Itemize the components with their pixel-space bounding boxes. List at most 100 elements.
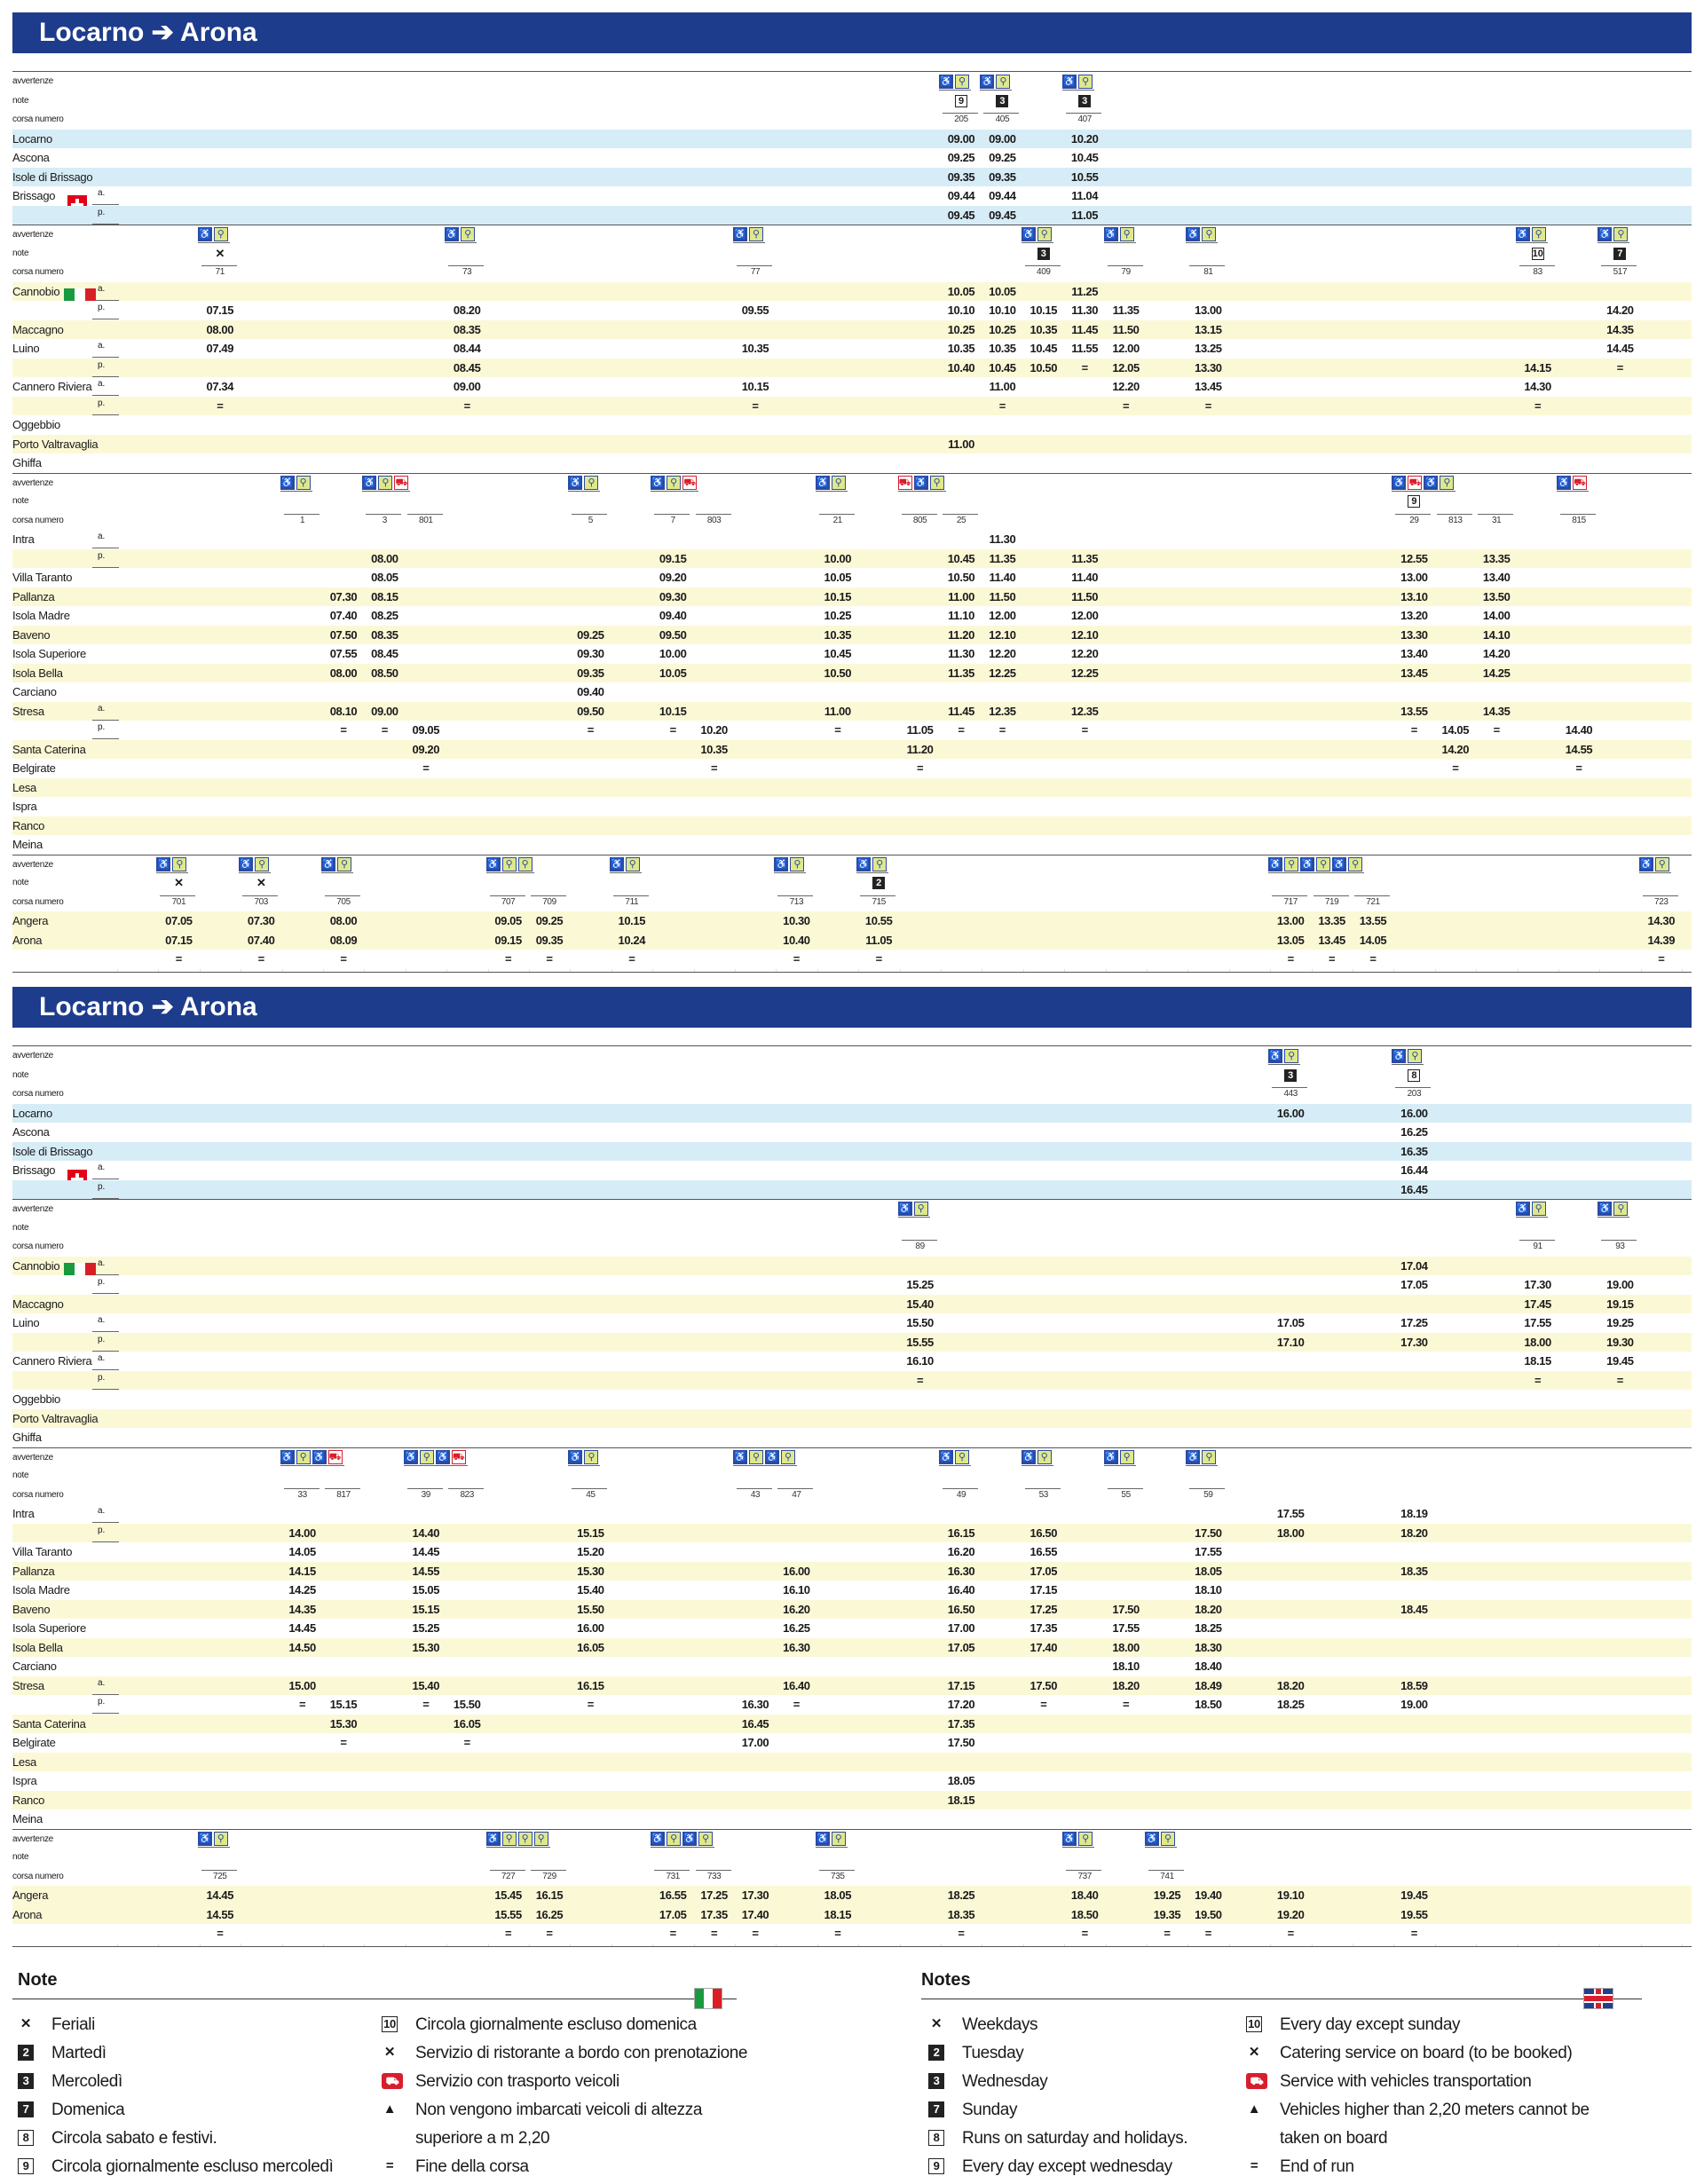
bicycle-icon: ⚲ [501,1831,517,1846]
end-of-run-marker: = [1164,1927,1171,1940]
run-number: 81 [1203,267,1213,277]
marker-rule [92,1350,119,1352]
run-rule [366,513,402,515]
run-number: 713 [789,896,804,907]
service-icons: ♿ ⚲ [197,227,228,241]
bicycle-icon: ⚲ [831,475,846,490]
departure-time: 16.10 [783,1583,810,1597]
departure-time: 18.49 [1195,1678,1222,1692]
bicycle-icon: ⚲ [517,856,532,871]
end-of-run-marker: = [834,1927,841,1940]
triangle-icon: ▲ [383,2101,397,2117]
departure-time: 15.25 [906,1278,934,1291]
stop-name: Ispra [12,1774,37,1787]
run-number: 405 [995,114,1010,124]
arrival-marker: a. [98,1315,106,1325]
row-header-label: note [12,1069,29,1080]
timetable-row: Pallanza [12,587,1692,606]
accessibility-icon: ♿ [774,856,789,871]
icon-rule [362,490,411,492]
departure-time: 17.55 [1524,1316,1551,1329]
accessibility-icon: ♿ [609,856,624,871]
end-of-run-icon: = [385,2158,394,2173]
run-rule [777,895,814,896]
stop-name: Meina [12,1812,43,1825]
icon-rule [1062,90,1095,91]
run-number: 79 [1121,267,1131,277]
end-of-run-marker: = [1534,1373,1542,1387]
departure-time: 13.35 [1318,914,1345,927]
timetable-row: avvertenze [12,1199,1692,1219]
timetable-panel-morning: Locarno ➔ Arona avvertenze note corsa nume… [12,12,1692,973]
icon-rule [1392,1064,1424,1065]
departure-time: 18.00 [1276,1526,1305,1540]
end-of-run-marker: = [1369,952,1377,966]
departure-time: 15.15 [329,1698,358,1711]
timetable-row: p. [12,205,1692,225]
stop-name: Pallanza [12,589,55,603]
accessibility-icon: ♿ [1186,227,1201,241]
service-icons: ♿ ⚲ [1515,1202,1546,1216]
stop-name: Cannero Riviera [12,1354,92,1368]
bicycle-icon: ⚲ [337,856,351,871]
service-icons: ♿ ⚲ [445,227,476,241]
accessibility-icon: ♿ [733,1449,747,1464]
departure-time: 15.40 [412,1678,440,1692]
timetable-row: note [12,243,1692,263]
marker-rule [92,719,119,721]
timetable-row: Ranco [12,1790,1692,1809]
icon-rule [197,242,230,243]
departure-time: 12.10 [989,627,1016,642]
end-of-run-marker: = [504,952,512,966]
timetable-row: avvertenze [12,1447,1692,1467]
service-icons: ♿ ⚲ [774,856,805,871]
timetable-row: corsa numero [12,1485,1692,1504]
departure-time: 12.10 [1070,627,1099,642]
stop-name: Baveno [12,1602,51,1616]
departure-time: 18.30 [1195,1640,1222,1654]
departure-time: 15.50 [453,1698,481,1711]
icon-rule [1103,242,1136,243]
service-icons: ♿ ⚲ [897,1202,928,1216]
departure-time: 09.50 [577,704,604,718]
departure-time: 14.35 [1606,322,1634,336]
departure-time: ✕ [215,246,225,260]
departure-time: 11.30 [948,647,974,660]
end-of-run-marker: = [998,723,1006,737]
vehicle-transport-icon: ⛟ [1573,475,1587,490]
bicycle-icon: ⚲ [1037,1449,1052,1464]
run-number: 1 [300,515,305,525]
end-of-run-marker: = [834,723,841,737]
bicycle-icon: ⚲ [172,856,187,871]
timetable-row: note [12,91,1692,110]
timetable-row: Oggebbio [12,1390,1692,1409]
service-icons: ♿ ⚲ [1392,1049,1423,1063]
stop-name: Stresa [12,1678,44,1692]
service-icons: ♿ ⚲ [1145,1831,1175,1846]
departure-time: 19.00 [1606,1278,1634,1291]
timetable-row: corsa numero [12,510,1692,530]
service-icons: ♿ ⚲ [733,227,763,241]
row-header-label: corsa numero [12,1242,64,1251]
service-icons: ♿ ⚲ ♿ ⚲ [651,1831,714,1846]
departure-time: 11.20 [906,742,934,756]
timetable-grid: avvertenze note corsa numero Locarno Ascona I… [12,1045,1692,1947]
end-of-run-marker: = [669,723,677,737]
departure-time: 15.30 [329,1716,358,1731]
departure-time: 14.05 [1359,933,1387,947]
departure-time: 13.10 [1400,589,1428,603]
run-number: 817 [336,1489,351,1500]
row-header-label: avvertenze [12,230,53,240]
departure-time: 19.45 [1606,1354,1634,1368]
run-rule [1189,1487,1226,1489]
run-number: 443 [1283,1089,1298,1099]
bicycle-icon: ⚲ [667,475,682,490]
stop-name: Cannero Riviera [12,380,92,393]
departure-time: 11.25 [1071,284,1099,298]
tools-icon: ✕ [383,2045,396,2060]
run-number: 707 [501,896,516,907]
departure-time: 17.04 [1400,1258,1428,1273]
end-of-run-marker: = [752,1927,759,1940]
departure-time: 16.00 [1400,1106,1428,1120]
bicycle-icon: ⚲ [1284,1049,1299,1063]
